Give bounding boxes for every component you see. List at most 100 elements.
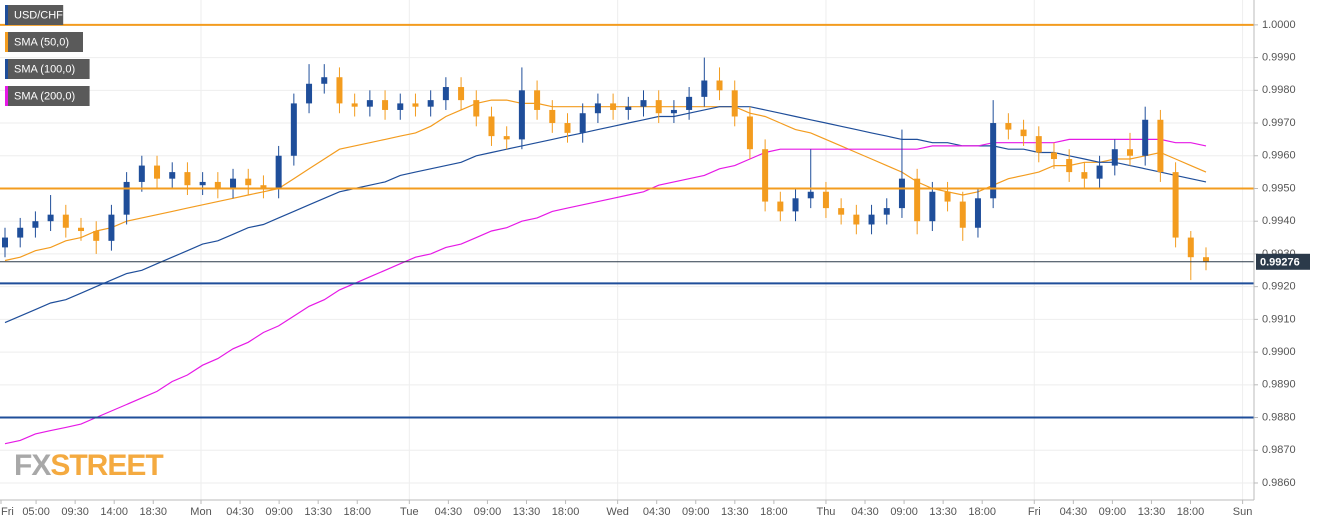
candle-body bbox=[686, 96, 693, 110]
candle-body bbox=[579, 113, 586, 133]
x-tick-label: Fri bbox=[1, 506, 14, 518]
x-tick-label: 18:00 bbox=[968, 506, 996, 518]
candle-body bbox=[564, 123, 571, 133]
x-tick-label: 04:30 bbox=[851, 506, 879, 518]
legend-label: SMA (50,0) bbox=[14, 36, 69, 48]
y-tick-label: 0.9860 bbox=[1262, 477, 1296, 489]
candle-body bbox=[1142, 119, 1149, 156]
candle-body bbox=[898, 178, 905, 209]
candle-body bbox=[123, 181, 130, 215]
y-tick-label: 0.9990 bbox=[1262, 51, 1296, 63]
candle-body bbox=[62, 214, 69, 228]
candle-body bbox=[473, 100, 480, 117]
legend-label: SMA (200,0) bbox=[14, 90, 75, 102]
candle-body bbox=[138, 165, 145, 182]
legend-swatch bbox=[5, 86, 8, 106]
candle-body bbox=[184, 172, 191, 186]
candle-body bbox=[944, 191, 951, 202]
axes: 0.9860 0.9870 0.9880 0.9890 0.9900 0.9910 0.99… bbox=[0, 19, 1310, 518]
x-tick-label: 04:30 bbox=[1060, 506, 1088, 518]
candle-body bbox=[731, 90, 738, 117]
candle-body bbox=[807, 191, 814, 199]
candle-body bbox=[518, 90, 525, 140]
candle-body bbox=[1111, 149, 1118, 166]
candle-body bbox=[108, 214, 115, 241]
x-tick-label: 18:30 bbox=[139, 506, 167, 518]
candle-body bbox=[351, 103, 358, 107]
legend-swatch bbox=[5, 59, 8, 79]
x-tick-label: 09:00 bbox=[682, 506, 710, 518]
last-price-label: 0.99276 bbox=[1260, 257, 1300, 269]
candle-body bbox=[458, 87, 465, 101]
candle-body bbox=[382, 100, 389, 110]
legend: USD/CHF SMA (50,0) SMA (100,0) SMA (200,0) bbox=[5, 5, 90, 106]
candle-body bbox=[701, 80, 708, 97]
candle-body bbox=[336, 77, 343, 104]
x-tick-label: 09:00 bbox=[890, 506, 918, 518]
sma-line bbox=[4, 99, 1207, 262]
x-tick-label: 09:00 bbox=[265, 506, 293, 518]
candles bbox=[2, 57, 1209, 281]
x-tick-label: 18:00 bbox=[760, 506, 788, 518]
candle-body bbox=[974, 198, 981, 228]
x-tick-label: 09:00 bbox=[474, 506, 502, 518]
candle-body bbox=[306, 83, 313, 104]
x-tick-label: 18:00 bbox=[343, 506, 371, 518]
last-price-box bbox=[1256, 253, 1310, 270]
candle-body bbox=[488, 116, 495, 137]
moving-averages bbox=[4, 99, 1207, 445]
candle-body bbox=[929, 191, 936, 222]
x-tick-label: 04:30 bbox=[643, 506, 671, 518]
candle-body bbox=[321, 77, 328, 84]
sma-line bbox=[4, 138, 1207, 445]
candle-body bbox=[290, 103, 297, 156]
x-tick-label: 04:30 bbox=[226, 506, 254, 518]
candle-body bbox=[594, 103, 601, 114]
x-tick-label: 05:00 bbox=[22, 506, 50, 518]
legend-box bbox=[5, 5, 64, 25]
candle-body bbox=[1005, 123, 1012, 130]
y-tick-label: 0.9890 bbox=[1262, 379, 1296, 391]
candle-body bbox=[230, 178, 237, 189]
candle-body bbox=[260, 185, 267, 189]
legend-box bbox=[5, 86, 90, 106]
legend-box bbox=[5, 59, 90, 79]
y-tick-label: 0.9900 bbox=[1262, 346, 1296, 358]
candle-body bbox=[199, 181, 206, 186]
candle-body bbox=[93, 231, 100, 241]
y-tick-label: 0.9870 bbox=[1262, 444, 1296, 456]
candle-body bbox=[1081, 172, 1088, 179]
candle-body bbox=[746, 116, 753, 150]
candle-body bbox=[990, 123, 997, 199]
x-tick-label: 13:30 bbox=[929, 506, 957, 518]
candle-body bbox=[1172, 172, 1179, 238]
candle-body bbox=[169, 172, 176, 179]
candle-body bbox=[625, 106, 632, 110]
candle-body bbox=[275, 155, 282, 189]
legend-label: SMA (100,0) bbox=[14, 63, 75, 75]
x-tick-label: 14:00 bbox=[100, 506, 128, 518]
legend-item: SMA (50,0) bbox=[5, 32, 83, 52]
candle-body bbox=[366, 100, 373, 107]
x-tick-label: 13:30 bbox=[1138, 506, 1166, 518]
candle-body bbox=[610, 103, 617, 110]
candle-body bbox=[670, 109, 677, 114]
y-tick-label: 0.9940 bbox=[1262, 215, 1296, 227]
candle-body bbox=[1020, 129, 1027, 137]
candle-body bbox=[868, 214, 875, 225]
legend-swatch bbox=[5, 5, 8, 25]
x-tick-label: 09:30 bbox=[61, 506, 89, 518]
candle-body bbox=[777, 201, 784, 212]
candle-body bbox=[883, 208, 890, 215]
legend-box bbox=[5, 32, 83, 52]
candle-body bbox=[78, 227, 85, 232]
legend-swatch bbox=[5, 32, 8, 52]
candle-body bbox=[245, 178, 252, 186]
y-tick-label: 0.9960 bbox=[1262, 150, 1296, 162]
candle-body bbox=[1096, 165, 1103, 179]
y-tick-label: 1.0000 bbox=[1262, 19, 1296, 31]
legend-item: USD/CHF bbox=[5, 5, 64, 25]
candle-body bbox=[762, 149, 769, 202]
x-tick-label: 13:30 bbox=[513, 506, 541, 518]
